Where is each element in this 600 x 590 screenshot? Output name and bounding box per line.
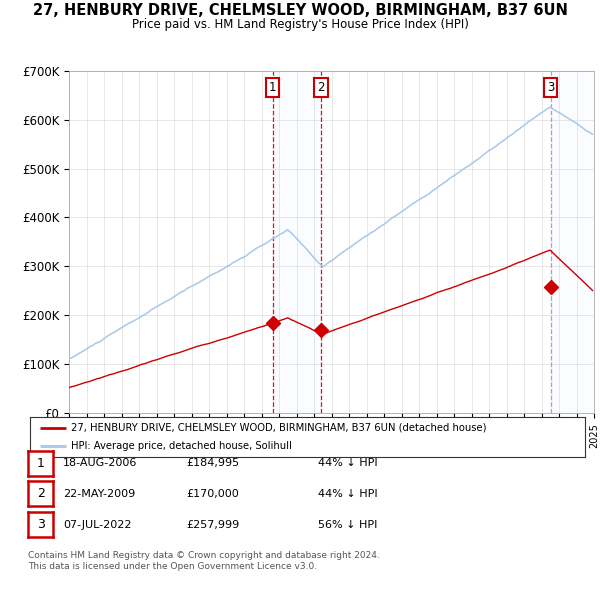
- Text: £184,995: £184,995: [186, 458, 239, 468]
- Text: 18-AUG-2006: 18-AUG-2006: [63, 458, 137, 468]
- Bar: [551, 71, 594, 413]
- Text: 27, HENBURY DRIVE, CHELMSLEY WOOD, BIRMINGHAM, B37 6UN: 27, HENBURY DRIVE, CHELMSLEY WOOD, BIRMI…: [32, 3, 568, 18]
- Text: HPI: Average price, detached house, Solihull: HPI: Average price, detached house, Soli…: [71, 441, 292, 451]
- Text: £170,000: £170,000: [186, 489, 239, 499]
- Text: 44% ↓ HPI: 44% ↓ HPI: [318, 489, 377, 499]
- Text: 1: 1: [37, 457, 45, 470]
- Text: 44% ↓ HPI: 44% ↓ HPI: [318, 458, 377, 468]
- Text: 56% ↓ HPI: 56% ↓ HPI: [318, 520, 377, 529]
- Text: Price paid vs. HM Land Registry's House Price Index (HPI): Price paid vs. HM Land Registry's House …: [131, 18, 469, 31]
- Text: 27, HENBURY DRIVE, CHELMSLEY WOOD, BIRMINGHAM, B37 6UN (detached house): 27, HENBURY DRIVE, CHELMSLEY WOOD, BIRMI…: [71, 423, 486, 433]
- Text: 1: 1: [269, 81, 276, 94]
- Text: £257,999: £257,999: [186, 520, 239, 529]
- Text: 2: 2: [317, 81, 325, 94]
- Text: 3: 3: [37, 518, 45, 531]
- Text: 2: 2: [37, 487, 45, 500]
- Text: 3: 3: [547, 81, 554, 94]
- Bar: [272, 71, 321, 413]
- Text: Contains HM Land Registry data © Crown copyright and database right 2024.: Contains HM Land Registry data © Crown c…: [28, 552, 380, 560]
- Text: 22-MAY-2009: 22-MAY-2009: [63, 489, 135, 499]
- Text: This data is licensed under the Open Government Licence v3.0.: This data is licensed under the Open Gov…: [28, 562, 317, 571]
- Text: 07-JUL-2022: 07-JUL-2022: [63, 520, 131, 529]
